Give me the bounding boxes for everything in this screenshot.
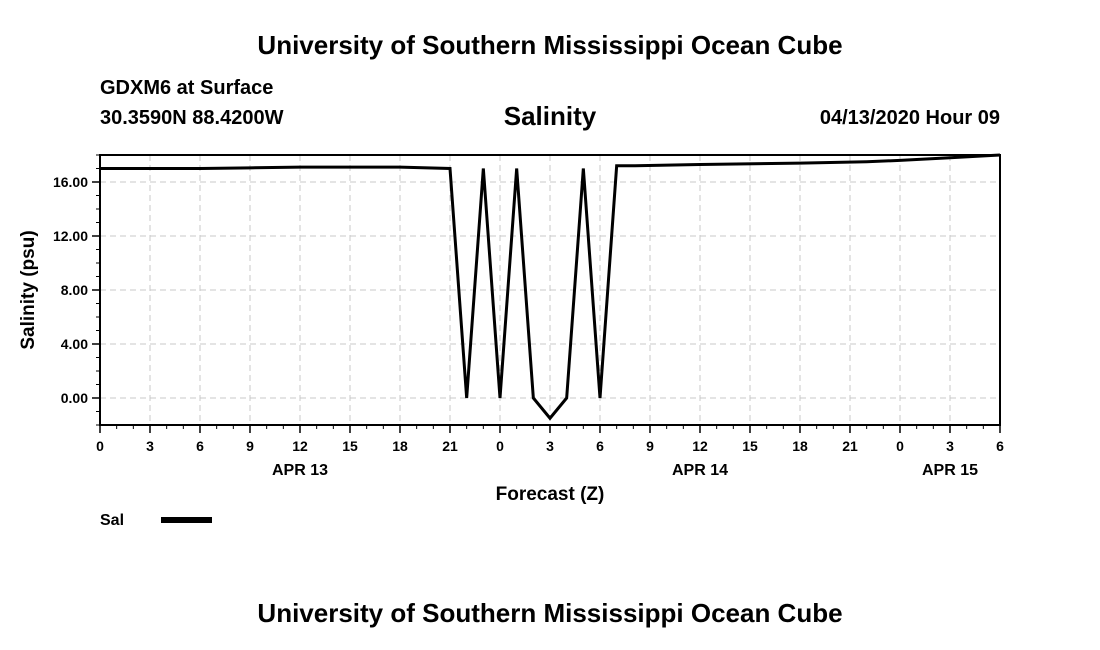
x-tick-label: 3 [146,438,154,454]
x-tick-label: 3 [546,438,554,454]
day-label: APR 15 [922,462,978,479]
series-layer [100,153,1001,421]
x-tick-label: 18 [392,438,408,454]
x-tick-label: 15 [742,438,758,454]
report-title-bottom: University of Southern Mississippi Ocean… [257,598,843,628]
x-tick-label: 21 [842,438,858,454]
y-tick-label: 4.00 [61,336,88,352]
y-axis-label: Salinity (psu) [18,230,39,349]
plot-frame [99,154,1001,426]
x-tick-label: 3 [946,438,954,454]
axes [92,154,1001,433]
x-tick-label: 6 [596,438,604,454]
x-tick-label: 15 [342,438,358,454]
series-line-sal [100,153,1001,421]
x-tick-label: 12 [292,438,308,454]
y-tick-label: 16.00 [53,174,88,190]
legend-label: Sal [100,512,124,529]
chart-title: Salinity [503,101,597,131]
x-tick-label: 21 [442,438,458,454]
x-tick-label: 0 [96,438,104,454]
y-tick-label: 8.00 [61,282,88,298]
day-label: APR 13 [272,462,328,479]
report-title-top: University of Southern Mississippi Ocean… [257,30,843,60]
x-tick-label: 9 [646,438,654,454]
x-tick-label: 18 [792,438,808,454]
forecast-date: 04/13/2020 Hour 09 [819,107,1000,129]
y-tick-label: 0.00 [61,390,88,406]
station-label: GDXM6 at Surface [100,77,274,99]
x-tick-label: 9 [246,438,254,454]
grid-lines [100,155,1000,425]
x-tick-label: 6 [196,438,204,454]
coordinates-label: 30.3590N 88.4200W [100,107,284,129]
x-axis-label: Forecast (Z) [496,484,605,505]
tick-labels: 0 3 6 9 12 15 18 21 0 3 6 9 12 15 18 21 0 3 6 0.00 4.00 8.00 1… [53,174,1004,479]
x-tick-label: 0 [496,438,504,454]
x-tick-label: 12 [692,438,708,454]
x-tick-label: 6 [996,438,1004,454]
y-tick-label: 12.00 [53,228,88,244]
x-tick-label: 0 [896,438,904,454]
day-label: APR 14 [672,462,728,479]
